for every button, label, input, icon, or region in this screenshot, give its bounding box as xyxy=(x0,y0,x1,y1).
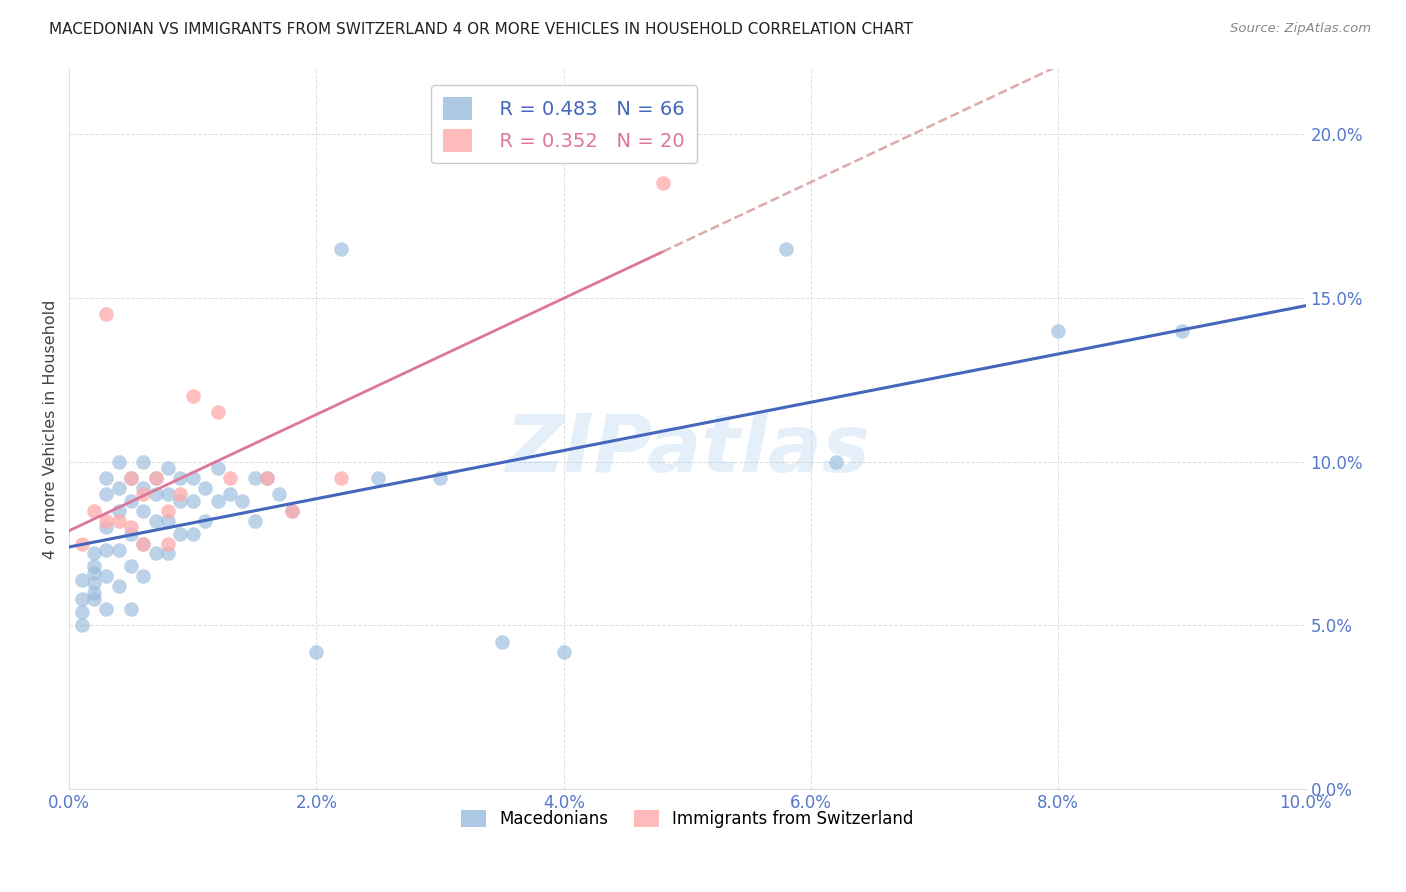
Point xyxy=(70,605,93,619)
Point xyxy=(824,455,846,469)
Point xyxy=(429,471,451,485)
Point xyxy=(132,536,155,550)
Point xyxy=(651,176,673,190)
Point xyxy=(83,559,105,574)
Point xyxy=(107,579,129,593)
Point xyxy=(132,455,155,469)
Point xyxy=(269,487,291,501)
Point xyxy=(157,487,180,501)
Point xyxy=(181,494,204,508)
Point xyxy=(83,585,105,599)
Point xyxy=(145,471,167,485)
Point xyxy=(96,471,118,485)
Legend: Macedonians, Immigrants from Switzerland: Macedonians, Immigrants from Switzerland xyxy=(454,804,920,835)
Point xyxy=(96,487,118,501)
Point xyxy=(181,389,204,403)
Point xyxy=(207,494,229,508)
Point xyxy=(169,526,191,541)
Point xyxy=(281,504,304,518)
Point xyxy=(157,546,180,560)
Point xyxy=(96,307,118,321)
Point xyxy=(169,471,191,485)
Point xyxy=(96,520,118,534)
Y-axis label: 4 or more Vehicles in Household: 4 or more Vehicles in Household xyxy=(44,299,58,558)
Point xyxy=(181,526,204,541)
Point xyxy=(120,520,142,534)
Point xyxy=(120,602,142,616)
Text: Source: ZipAtlas.com: Source: ZipAtlas.com xyxy=(1230,22,1371,36)
Point xyxy=(330,242,353,256)
Point xyxy=(132,504,155,518)
Point xyxy=(107,543,129,558)
Point xyxy=(83,575,105,590)
Point xyxy=(132,536,155,550)
Point xyxy=(243,471,266,485)
Point xyxy=(70,573,93,587)
Point xyxy=(145,514,167,528)
Point xyxy=(120,471,142,485)
Point xyxy=(132,569,155,583)
Point xyxy=(491,635,513,649)
Point xyxy=(96,602,118,616)
Point xyxy=(157,461,180,475)
Point xyxy=(219,487,242,501)
Point xyxy=(256,471,278,485)
Point xyxy=(281,504,304,518)
Point xyxy=(132,487,155,501)
Point xyxy=(83,546,105,560)
Point xyxy=(145,546,167,560)
Point xyxy=(157,536,180,550)
Point xyxy=(70,618,93,632)
Point xyxy=(70,536,93,550)
Point xyxy=(330,471,353,485)
Text: MACEDONIAN VS IMMIGRANTS FROM SWITZERLAND 4 OR MORE VEHICLES IN HOUSEHOLD CORREL: MACEDONIAN VS IMMIGRANTS FROM SWITZERLAN… xyxy=(49,22,912,37)
Point xyxy=(305,645,328,659)
Text: ZIPatlas: ZIPatlas xyxy=(505,411,870,490)
Point xyxy=(107,514,129,528)
Point xyxy=(96,514,118,528)
Point xyxy=(1047,324,1070,338)
Point xyxy=(120,526,142,541)
Point xyxy=(145,487,167,501)
Point xyxy=(83,504,105,518)
Point xyxy=(367,471,389,485)
Point xyxy=(120,559,142,574)
Point xyxy=(96,569,118,583)
Point xyxy=(120,471,142,485)
Point xyxy=(157,504,180,518)
Point xyxy=(256,471,278,485)
Point xyxy=(231,494,253,508)
Point xyxy=(169,494,191,508)
Point xyxy=(157,514,180,528)
Point xyxy=(83,592,105,607)
Point xyxy=(107,455,129,469)
Point xyxy=(107,481,129,495)
Point xyxy=(243,514,266,528)
Point xyxy=(96,543,118,558)
Point xyxy=(207,405,229,419)
Point xyxy=(169,487,191,501)
Point xyxy=(132,481,155,495)
Point xyxy=(181,471,204,485)
Point xyxy=(207,461,229,475)
Point xyxy=(194,514,217,528)
Point xyxy=(145,471,167,485)
Point xyxy=(107,504,129,518)
Point xyxy=(70,592,93,607)
Point xyxy=(83,566,105,580)
Point xyxy=(553,645,575,659)
Point xyxy=(219,471,242,485)
Point xyxy=(194,481,217,495)
Point xyxy=(120,494,142,508)
Point xyxy=(1171,324,1194,338)
Point xyxy=(775,242,797,256)
